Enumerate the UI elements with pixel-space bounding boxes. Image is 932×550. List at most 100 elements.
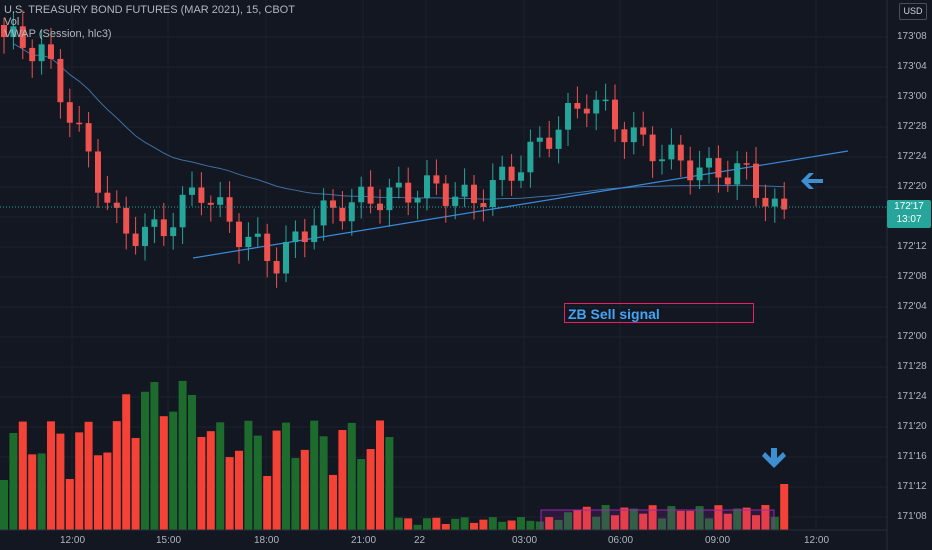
candle-body xyxy=(358,186,365,203)
volume-bar xyxy=(742,507,751,530)
candle-body xyxy=(273,261,280,274)
volume-bar xyxy=(0,480,8,530)
candle-body xyxy=(301,231,308,243)
volume-bar xyxy=(235,450,243,530)
last-price-value: 172'17 xyxy=(894,201,924,212)
candle-body xyxy=(706,158,712,168)
volume-bar xyxy=(582,506,591,530)
candle-body xyxy=(311,225,318,243)
volume-bar xyxy=(752,515,760,530)
vwap-indicator-label[interactable]: VWAP (Session, hlc3) xyxy=(4,28,112,40)
volume-bar xyxy=(423,518,431,530)
volume-bar xyxy=(244,420,253,530)
candle-body xyxy=(254,233,261,237)
volume-bar xyxy=(714,505,723,530)
candle-body xyxy=(217,197,224,205)
volume-bar xyxy=(141,391,149,530)
volume-bar xyxy=(611,515,619,530)
volume-bar xyxy=(441,524,450,530)
volume-bar xyxy=(733,508,742,530)
volume-bar xyxy=(347,422,356,530)
volume-bar xyxy=(272,430,281,530)
candle-body xyxy=(29,47,36,62)
volume-bar xyxy=(188,394,196,530)
volume-bar xyxy=(404,518,413,530)
last-price-tag: 172'17 13:07 xyxy=(887,200,931,228)
currency-button[interactable]: USD xyxy=(899,3,927,20)
candle-body xyxy=(612,99,618,130)
candle-body xyxy=(715,158,722,178)
volume-bar xyxy=(112,421,121,530)
candle-body xyxy=(489,180,496,208)
sell-signal-annotation[interactable]: ZB Sell signal xyxy=(564,303,754,323)
candle-body xyxy=(189,187,195,195)
volume-bar xyxy=(357,459,366,530)
candles xyxy=(1,10,788,288)
candle-body xyxy=(1,25,7,37)
volume-bar xyxy=(84,421,93,530)
volume-bars xyxy=(0,380,789,530)
candle-body xyxy=(76,122,83,125)
volume-bar xyxy=(131,437,140,530)
price-axis-label: 173'04 xyxy=(897,61,927,72)
volume-bar xyxy=(488,517,497,530)
candle-body xyxy=(132,233,139,246)
symbol-title[interactable]: U.S. TREASURY BOND FUTURES (MAR 2021), 1… xyxy=(4,4,295,16)
candle-body xyxy=(160,219,167,237)
price-axis-label: 172'28 xyxy=(897,121,927,132)
volume-bar xyxy=(545,517,554,530)
volume-bar xyxy=(413,524,422,530)
volume-bar xyxy=(761,505,770,530)
volume-bar xyxy=(620,507,629,530)
volume-bar xyxy=(432,517,441,530)
time-axis-label: 15:00 xyxy=(156,535,182,546)
candle-body xyxy=(565,103,571,130)
candle-body xyxy=(236,221,242,248)
time-axis-label: 12:00 xyxy=(804,535,830,546)
volume-bar xyxy=(291,458,300,530)
volume-bar xyxy=(366,449,375,530)
price-axis-label: 171'08 xyxy=(897,511,927,522)
candle-body xyxy=(621,129,628,143)
volume-bar xyxy=(197,436,206,530)
time-axis-label: 12:00 xyxy=(60,535,86,546)
candle-body xyxy=(593,99,600,114)
volume-bar xyxy=(705,518,713,530)
volume-bar xyxy=(329,474,337,530)
candle-body xyxy=(743,163,750,165)
candle-body xyxy=(527,141,534,173)
candle-body xyxy=(424,175,430,199)
candle-body xyxy=(264,233,271,262)
volume-bar xyxy=(526,520,535,530)
volume-bar xyxy=(122,394,131,530)
time-axis-label: 06:00 xyxy=(608,535,634,546)
volume-bar xyxy=(65,478,74,530)
candle-body xyxy=(95,151,101,193)
candle-body xyxy=(734,163,741,185)
candle-body xyxy=(179,194,186,228)
price-axis-label: 173'08 xyxy=(897,31,927,42)
candle-body xyxy=(518,172,524,181)
candle-body xyxy=(386,187,393,211)
volume-bar xyxy=(498,521,507,530)
volume-bar xyxy=(159,416,168,530)
price-axis-label: 171'12 xyxy=(897,481,927,492)
vol-indicator-label[interactable]: Vol xyxy=(4,16,20,28)
price-axis-label: 172'00 xyxy=(897,331,927,342)
candle-body xyxy=(696,167,703,181)
volume-bar xyxy=(535,521,544,530)
candle-body xyxy=(142,226,148,246)
price-axis-label: 171'24 xyxy=(897,391,927,402)
volume-bar xyxy=(667,506,676,530)
candle-body xyxy=(649,134,656,162)
time-axis-label: 21:00 xyxy=(351,535,377,546)
volume-bar xyxy=(564,512,572,530)
candle-body xyxy=(151,219,158,227)
candle-body xyxy=(668,144,675,160)
volume-bar xyxy=(216,422,225,530)
volume-bar xyxy=(601,505,610,530)
volume-bar xyxy=(376,420,384,530)
candle-body xyxy=(405,182,412,203)
volume-bar xyxy=(780,484,789,530)
